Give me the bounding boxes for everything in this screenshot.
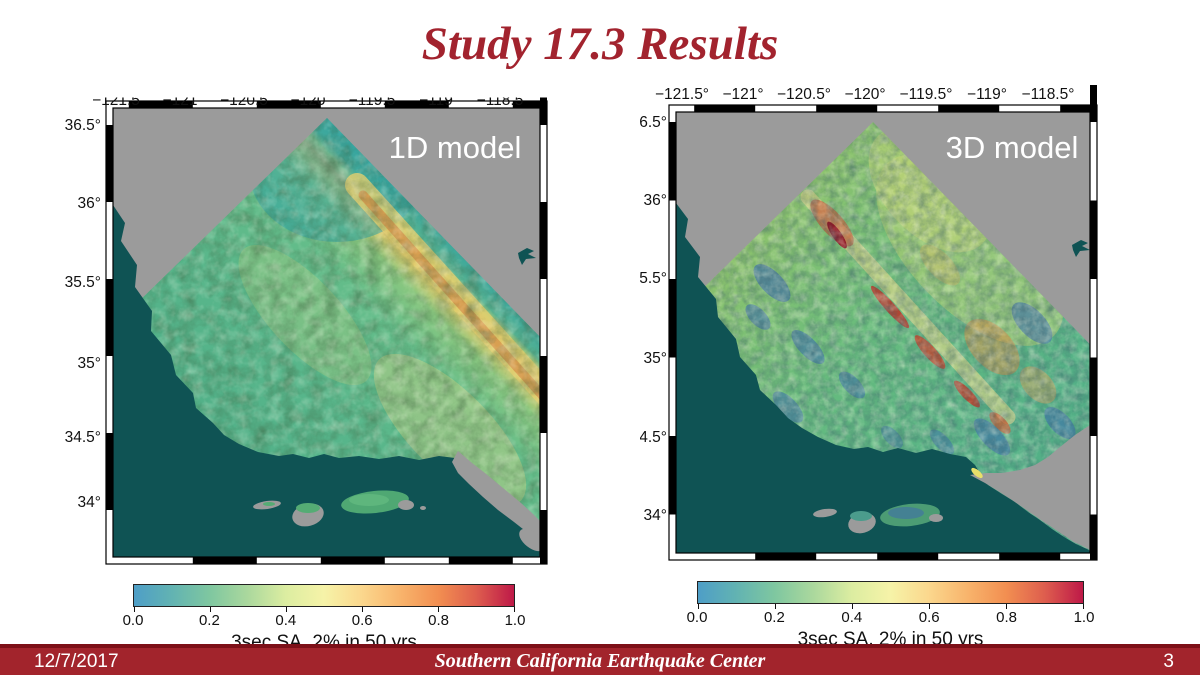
axis-tick-label: −121°	[722, 86, 763, 103]
footer-page-number: 3	[1163, 651, 1174, 672]
axis-tick-label: 35°	[644, 350, 667, 367]
model-label-1d: 1D model	[389, 130, 522, 165]
axis-tick-label: −121.5°	[655, 86, 709, 103]
axis-tick-label: −120.5°	[777, 86, 831, 103]
map-3d-figure: −121.5° −121° −120.5° −120° −119.5° −119…	[640, 85, 1098, 561]
lat-axis-labels: 36.5° 36° 35.5° 35° 34.5° 34°	[65, 117, 101, 511]
colorbar-3d: 0.0 0.2 0.4 0.6 0.8 1.0 3sec SA, 2% in 5…	[687, 581, 1095, 651]
axis-tick-label: −118.5°	[1022, 86, 1075, 103]
map-3d-content	[676, 112, 1090, 553]
colorbar-tick-label: 0.4	[841, 609, 863, 626]
coastal-gray-corner	[970, 425, 1090, 550]
colorbar-tick	[852, 604, 853, 609]
ocean	[113, 205, 540, 557]
colorbar-tick	[514, 607, 515, 612]
colorbar-labels: 0.0 0.2 0.4 0.6 0.8 1.0	[123, 612, 526, 631]
colorbar-tick-label: 0.6	[918, 609, 940, 626]
colorbar-tick	[286, 607, 287, 612]
lon-axis-labels: −121.5° −121° −120.5° −120° −119.5° −119…	[655, 86, 1074, 103]
colorbar-tick	[362, 607, 363, 612]
slide-title: Study 17.3 Results	[421, 18, 779, 70]
colorbar-tick-label: 0.2	[198, 612, 220, 629]
colorbar-tick	[929, 604, 930, 609]
axis-tick-label: 36.5°	[640, 114, 667, 131]
axis-tick-label: 36°	[644, 192, 667, 209]
axis-tick-label: 34.5°	[640, 429, 667, 446]
colorbar-tick	[775, 604, 776, 609]
colorbar-tick-label: 0.4	[275, 612, 297, 629]
colorbar-tick-label: 0.6	[351, 612, 373, 629]
map-1d-figure: −121.5 −121 −120.5 −120 −119.5 −119 −118…	[65, 85, 565, 565]
axis-tick-label: 34°	[644, 507, 667, 524]
colorbar-labels: 0.0 0.2 0.4 0.6 0.8 1.0	[687, 609, 1095, 628]
colorbar-tick-label: 1.0	[504, 612, 526, 629]
footer-date: 12/7/2017	[34, 651, 119, 672]
axis-tick-label: 34.5°	[65, 429, 101, 446]
model-label-3d: 3D model	[946, 130, 1079, 165]
lat-axis-labels: 36.5° 36° 35.5° 35° 34.5° 34°	[640, 114, 667, 524]
axis-tick-label: 35.5°	[640, 270, 667, 287]
axis-tick-label: 36°	[78, 195, 101, 212]
label-crop-strip	[85, 85, 565, 98]
colorbar-tick-label: 0.2	[763, 609, 785, 626]
axis-tick-label: −119°	[967, 86, 1007, 103]
axis-tick-label: 35.5°	[65, 274, 101, 291]
colorbar-tick	[1006, 604, 1007, 609]
lake-icon	[518, 248, 536, 265]
colorbar-tick-label: 0.0	[686, 609, 708, 626]
map-frame	[105, 85, 548, 565]
colorbar-tick-label: 0.8	[996, 609, 1018, 626]
coastal-high-patch	[971, 467, 983, 479]
map-1d-content	[113, 108, 540, 557]
footer-organization: Southern California Earthquake Center	[434, 650, 766, 672]
footer-bar: 12/7/2017 Southern California Earthquake…	[0, 644, 1200, 675]
channel-islands	[253, 490, 426, 527]
channel-islands	[813, 503, 943, 534]
colorbar-gradient	[697, 581, 1084, 609]
ocean	[676, 203, 1090, 553]
axis-tick-label: 35°	[78, 355, 101, 372]
axis-tick-label: −120°	[844, 86, 885, 103]
map-frame	[668, 85, 1098, 561]
colorbar-tick	[438, 607, 439, 612]
lake-icon	[1072, 240, 1090, 257]
colorbar-tick	[210, 607, 211, 612]
corner-peninsula	[519, 528, 540, 552]
colorbar-tick-label: 0.8	[428, 612, 450, 629]
coastal-gray-wedge	[452, 451, 540, 543]
colorbar-tick-label: 1.0	[1073, 609, 1095, 626]
axis-tick-label: 36.5°	[65, 117, 101, 134]
colorbar-tick-label: 0.0	[122, 612, 144, 629]
colorbar-tick	[134, 607, 135, 612]
colorbar-tick	[698, 604, 699, 609]
colorbar-tick	[1083, 604, 1084, 609]
colorbar-gradient	[133, 584, 515, 612]
axis-tick-label: −119.5°	[900, 86, 953, 103]
axis-tick-label: 34°	[78, 494, 101, 511]
